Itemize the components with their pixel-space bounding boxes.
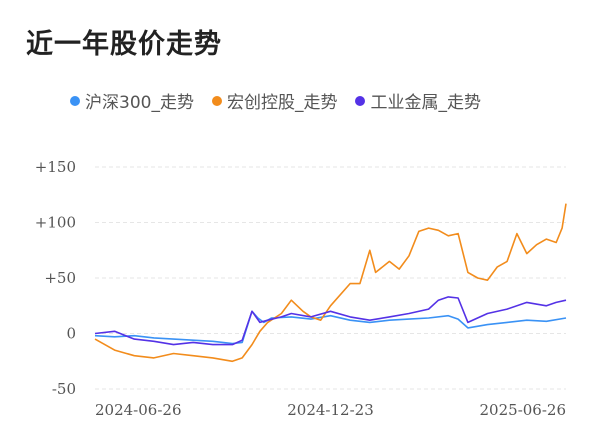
chart-title: 近一年股价走势 [26,29,222,60]
series-line-industrial-metal [94,296,567,346]
legend-item-hs300[interactable]: 沪深300_走势 [70,88,194,113]
legend-dot-hongchuang [211,95,222,106]
x-tick-label: 2025-06-26 [480,401,566,419]
legend-item-hongchuang[interactable]: 宏创控股_走势 [211,88,338,113]
series-line-hongchuang [94,203,567,363]
legend-label-industrial-metal: 工业金属_走势 [370,93,481,113]
y-tick-label: -50 [52,380,76,398]
x-tick-label: 2024-12-23 [287,401,373,419]
y-tick-label: 0 [66,325,76,343]
legend-label-hongchuang: 宏创控股_走势 [226,93,338,113]
x-tick-label: 2024-06-26 [95,401,181,419]
y-tick-label: +50 [44,269,76,287]
y-tick-label: +150 [35,158,76,176]
y-tick-label: +100 [35,214,76,232]
legend-label-hs300: 沪深300_走势 [85,93,194,113]
legend-item-industrial-metal[interactable]: 工业金属_走势 [355,88,481,113]
series-line-hs300 [94,310,567,345]
chart-legend: 沪深300_走势 宏创控股_走势 工业金属_走势 [70,88,481,113]
legend-dot-industrial-metal [355,95,366,106]
legend-dot-hs300 [70,95,80,106]
